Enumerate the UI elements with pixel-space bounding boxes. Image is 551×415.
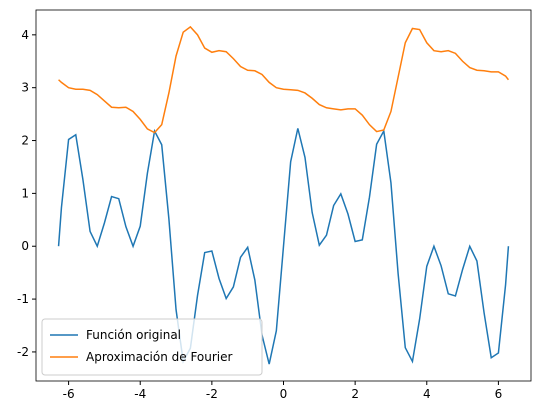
x-tick-label: -2 [206,387,218,401]
y-tick-label: 4 [21,28,29,42]
x-tick-label: 6 [495,387,503,401]
y-tick-label: 3 [21,81,29,95]
x-tick-label: -6 [63,387,75,401]
y-tick-label: 0 [21,239,29,253]
y-tick-label: 1 [21,186,29,200]
x-tick-label: 0 [280,387,288,401]
legend-label: Función original [86,328,181,342]
y-tick-label: -2 [17,345,29,359]
y-tick-label: -1 [17,292,29,306]
line-series [58,25,510,134]
axes-frame [35,9,532,382]
x-tick-label: -4 [134,387,146,401]
y-tick-label: 2 [21,134,29,148]
line-series [57,128,510,365]
legend-box [41,318,263,376]
legend-label: Aproximación de Fourier [86,350,233,364]
x-tick-label: 4 [423,387,431,401]
x-tick-label: 2 [351,387,359,401]
